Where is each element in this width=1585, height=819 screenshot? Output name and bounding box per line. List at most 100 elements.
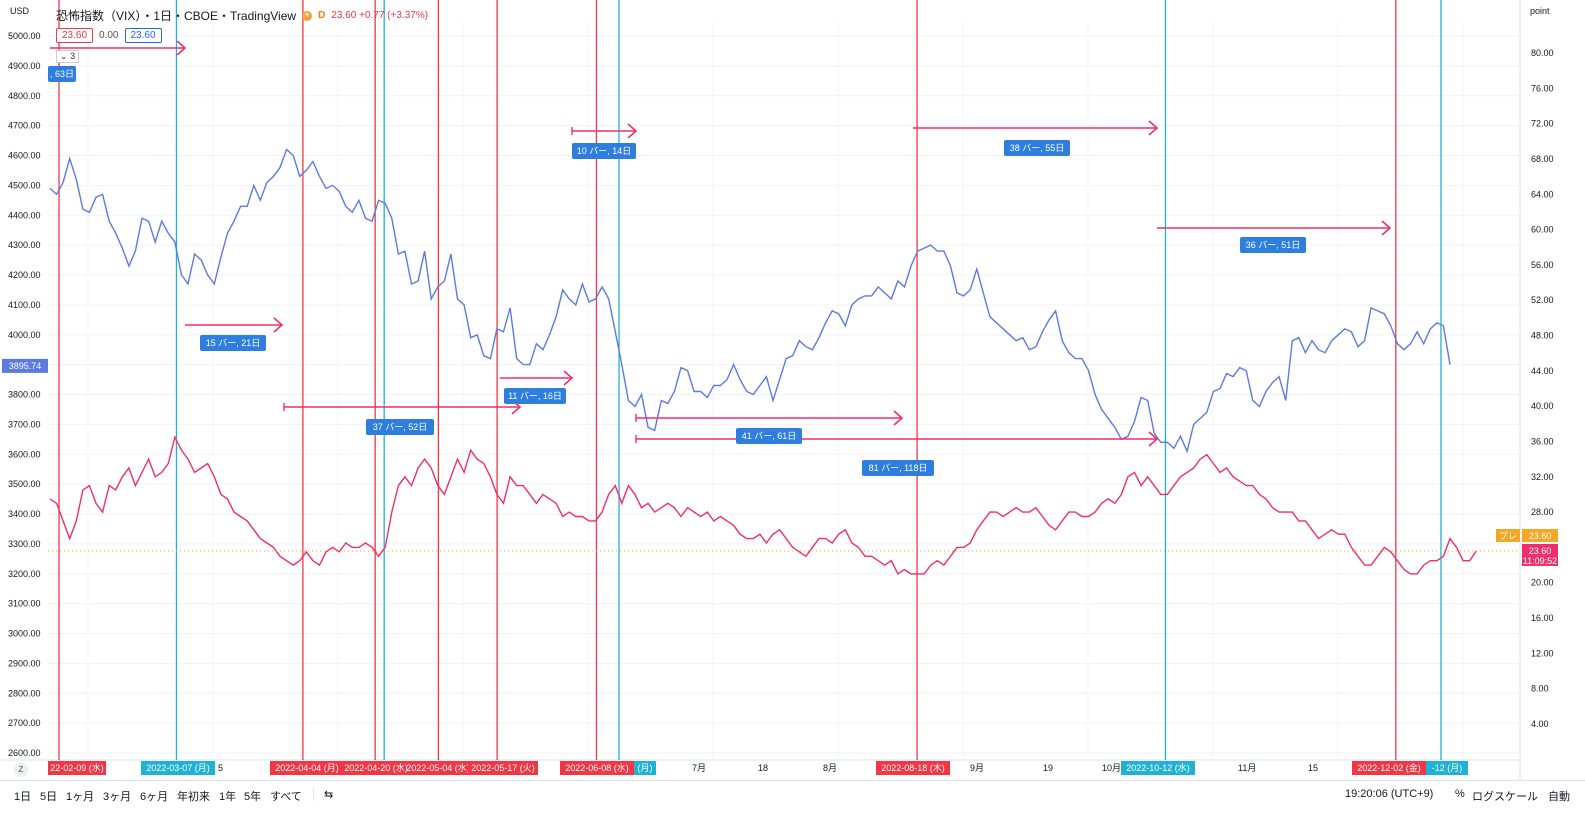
pre-price-badge bbox=[1522, 528, 1558, 542]
range-6m[interactable]: 6ヶ月 bbox=[140, 791, 169, 803]
x-axis-date-badge bbox=[141, 761, 215, 775]
range-3m[interactable]: 3ヶ月 bbox=[103, 791, 132, 803]
measure-tag[interactable] bbox=[200, 335, 266, 351]
arrow-head bbox=[1381, 220, 1392, 236]
x-axis-date-label: 2022-05-04 (水) bbox=[406, 762, 470, 773]
measure-tag-label: 38 バー, 55日 bbox=[1010, 143, 1065, 153]
auto-scale-toggle[interactable]: 自動 bbox=[1548, 791, 1570, 803]
x-axis-tick-label: 8月 bbox=[823, 763, 837, 773]
x-axis-date-label: 2022-12-02 (金) bbox=[1357, 762, 1421, 773]
left-tick-label: 4400.00 bbox=[8, 210, 41, 220]
arrow-head bbox=[273, 317, 284, 333]
left-tick-label: 3600.00 bbox=[8, 449, 41, 459]
x-axis-date-label: 2022-10-12 (水) bbox=[1126, 762, 1190, 773]
left-tick-label: 4100.00 bbox=[8, 300, 41, 310]
left-tick-label: 4900.00 bbox=[8, 61, 41, 71]
x-axis-date-label: 22-02-09 (水) bbox=[50, 762, 104, 773]
left-tick-label: 3400.00 bbox=[8, 509, 41, 519]
arrow-head bbox=[563, 370, 574, 386]
percent-toggle[interactable]: % bbox=[1455, 788, 1465, 800]
interval-badge: D bbox=[318, 10, 326, 21]
left-tick-label: 3000.00 bbox=[8, 629, 41, 639]
right-tick-label: 36.00 bbox=[1531, 436, 1554, 446]
pre-market-label: プレ bbox=[1499, 531, 1517, 541]
left-tick-label: 2900.00 bbox=[8, 658, 41, 668]
chart-legend: 恐怖指数（VIX）・1日・CBOE・TradingView ☀ D 23.60 … bbox=[56, 7, 428, 24]
x-axis-date-label: 2022-04-20 (水) bbox=[344, 762, 408, 773]
x-axis-date-badge bbox=[1352, 761, 1426, 775]
x-axis-tick-label: 9月 bbox=[970, 763, 984, 773]
right-tick-label: 52.00 bbox=[1531, 295, 1554, 305]
left-tick-label: 4600.00 bbox=[8, 151, 41, 161]
measure-tag-label: 15 バー, 21日 bbox=[206, 338, 261, 348]
measure-tag[interactable] bbox=[48, 66, 76, 82]
measure-tag[interactable] bbox=[1240, 237, 1306, 253]
right-axis-unit: point bbox=[1530, 6, 1550, 16]
left-tick-label: 4200.00 bbox=[8, 270, 41, 280]
right-tick-label: 64.00 bbox=[1531, 189, 1554, 199]
left-tick-label: 4700.00 bbox=[8, 121, 41, 131]
measure-tag[interactable] bbox=[862, 460, 934, 476]
x-axis-date-label: 2022-08-18 (木) bbox=[881, 762, 945, 773]
x-axis-tick-label: 18 bbox=[758, 763, 768, 773]
right-tick-label: 44.00 bbox=[1531, 366, 1554, 376]
market-status-icon[interactable]: ☀ bbox=[302, 10, 313, 21]
measure-tag[interactable] bbox=[736, 428, 802, 444]
measure-tag[interactable] bbox=[572, 143, 636, 159]
right-price-label: 23.60 bbox=[1529, 546, 1552, 556]
arrow-head bbox=[893, 410, 904, 426]
timezone-z-button[interactable]: Z bbox=[14, 763, 28, 777]
x-axis-date-badge bbox=[48, 761, 106, 775]
chart-title[interactable]: 恐怖指数（VIX）・1日・CBOE・TradingView bbox=[56, 9, 297, 23]
x-axis-date-badge bbox=[408, 761, 468, 775]
right-tick-label: 20.00 bbox=[1531, 578, 1554, 588]
measure-tag[interactable] bbox=[1004, 140, 1070, 156]
measure-tag-label: 81 バー, 118日 bbox=[869, 463, 928, 473]
clock-time[interactable]: 19:20:06 (UTC+9) bbox=[1345, 788, 1434, 800]
right-tick-label: 60.00 bbox=[1531, 225, 1554, 235]
right-price-badge bbox=[1522, 543, 1558, 566]
left-price-badge bbox=[2, 358, 48, 373]
x-axis-tick-label: 7月 bbox=[692, 763, 706, 773]
measure-tag[interactable] bbox=[366, 419, 434, 435]
x-axis-date-badge bbox=[468, 761, 538, 775]
left-axis-currency[interactable]: USD bbox=[10, 6, 30, 16]
left-tick-label: 4500.00 bbox=[8, 180, 41, 190]
vix-line[interactable] bbox=[49, 435, 1477, 575]
left-tick-label: 3700.00 bbox=[8, 419, 41, 429]
log-scale-toggle[interactable]: ログスケール bbox=[1472, 791, 1538, 803]
left-tick-label: 4000.00 bbox=[8, 330, 41, 340]
right-tick-label: 40.00 bbox=[1531, 401, 1554, 411]
price-change: 23.60 +0.77 (+3.37%) bbox=[331, 10, 429, 21]
goto-date-icon[interactable]: ⇆ bbox=[313, 788, 333, 801]
right-tick-label: 76.00 bbox=[1531, 83, 1554, 93]
range-1m[interactable]: 1ヶ月 bbox=[66, 791, 95, 803]
range-5y[interactable]: 5年 bbox=[244, 791, 262, 803]
chart-area[interactable]: 5000.00 4900.00 4800.00 4700.00 4600.00 4500.… bbox=[0, 0, 1585, 780]
right-tick-label: 16.00 bbox=[1531, 613, 1554, 623]
x-axis-date-label: (月) bbox=[638, 763, 653, 773]
range-all[interactable]: すべて bbox=[270, 791, 302, 803]
left-tick-label: 4300.00 bbox=[8, 240, 41, 250]
range-5d[interactable]: 5日 bbox=[40, 791, 58, 803]
x-axis-date-label: 2022-04-04 (月) bbox=[275, 763, 339, 773]
x-axis-tick-label: 19 bbox=[1043, 763, 1053, 773]
left-price-badge-label: 3895.74 bbox=[9, 361, 42, 371]
x-axis-date-badge bbox=[344, 761, 408, 775]
left-tick-label: 2800.00 bbox=[8, 688, 41, 698]
range-ytd[interactable]: 年初来 bbox=[177, 791, 210, 803]
measure-tag[interactable] bbox=[504, 388, 566, 404]
arrow-head bbox=[1148, 431, 1159, 447]
right-tick-label: 56.00 bbox=[1531, 260, 1554, 270]
range-1d[interactable]: 1日 bbox=[14, 791, 32, 803]
x-axis-date-badge bbox=[634, 761, 656, 775]
arrow-head bbox=[627, 123, 638, 139]
left-tick-label: 2700.00 bbox=[8, 718, 41, 728]
indicator-values: 23.60 0.00 23.60 bbox=[56, 28, 162, 43]
right-tick-label: 48.00 bbox=[1531, 331, 1554, 341]
right-tick-label: 12.00 bbox=[1531, 648, 1554, 658]
sp500-line[interactable] bbox=[49, 148, 1451, 454]
zero-value: 0.00 bbox=[99, 30, 119, 41]
legend-collapse-button[interactable]: ⌄ 3 bbox=[56, 50, 80, 63]
range-1y[interactable]: 1年 bbox=[219, 791, 237, 803]
